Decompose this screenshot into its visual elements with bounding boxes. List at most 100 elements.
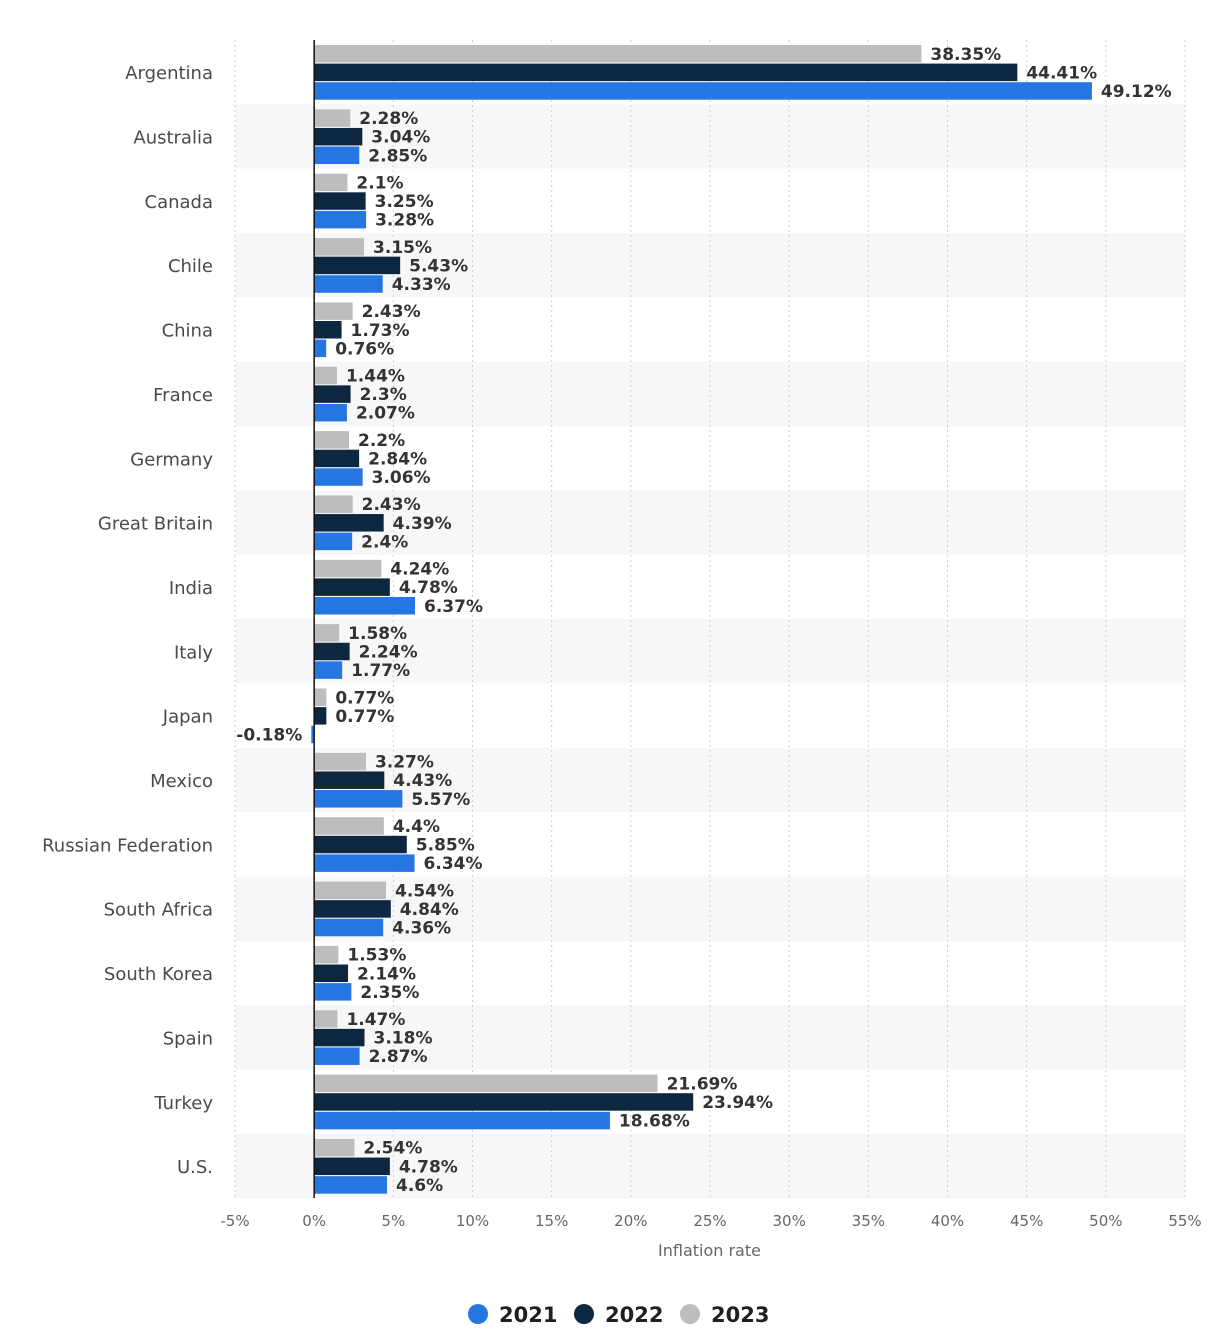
value-label: 2.84% [368,449,427,469]
bar-2021 [314,1111,610,1130]
bar-2021 [314,661,343,679]
category-label: Mexico [150,771,213,792]
category-label: Australia [133,128,213,149]
value-label: 4.43% [393,771,452,791]
category-label: Japan [162,707,213,728]
bar-2022 [314,835,407,854]
category-label: Great Britain [98,514,213,535]
category-label: U.S. [177,1157,213,1178]
bar-2023 [314,366,337,385]
x-tick-label: 50% [1089,1212,1122,1230]
value-label: 4.78% [399,1157,458,1177]
value-label: 2.07% [356,404,415,424]
value-label: 1.53% [347,946,406,966]
value-label: 3.25% [375,192,434,212]
value-label: 3.18% [374,1029,433,1049]
value-label: 5.57% [411,790,470,810]
category-label: Chile [168,256,213,277]
bar-2023 [314,624,340,642]
value-label: 49.12% [1101,82,1172,102]
bar-2022 [314,1028,365,1047]
legend-item-2022[interactable]: 2022 [574,1303,663,1327]
x-tick-label: 15% [535,1212,568,1230]
legend-item-2023[interactable]: 2023 [680,1303,769,1327]
bar-2023 [314,45,922,63]
legend: 2021 2022 2023 [468,1303,769,1327]
value-label: 1.47% [346,1010,405,1030]
bar-2021 [314,1176,387,1194]
legend-item-2021[interactable]: 2021 [468,1303,557,1327]
category-label: South Korea [104,964,213,985]
bar-2023 [314,945,339,964]
value-label: 21.69% [667,1074,738,1094]
value-label: 1.58% [348,624,407,644]
bar-2021 [314,339,327,358]
category-label: Canada [145,192,214,213]
bar-2022 [314,1093,694,1111]
bar-2022 [314,578,390,596]
value-label: 4.4% [393,817,440,837]
value-label: 2.85% [368,146,427,166]
legend-label: 2022 [605,1303,663,1327]
category-label: Spain [163,1028,213,1049]
bar-2021 [314,275,383,293]
bar-2022 [314,514,384,532]
bar-2022 [314,127,363,146]
value-label: 44.41% [1026,63,1097,83]
bar-2022 [314,63,1018,82]
value-label: 0.77% [335,707,394,727]
bar-2023 [314,431,349,449]
bar-2021 [314,146,360,165]
legend-marker [680,1304,700,1324]
value-label: 1.73% [351,321,410,341]
bar-2022 [314,707,327,725]
bar-2021 [314,403,347,422]
bar-2021 [314,854,415,872]
value-label: 2.54% [363,1139,422,1159]
bar-2021 [314,918,384,937]
category-label: South Africa [104,900,213,921]
bar-2023 [314,881,387,900]
bar-2021 [314,468,363,486]
bar-2023 [314,752,366,771]
value-labels: 38.35%44.41%49.12%2.28%3.04%2.85%2.1%3.2… [236,45,1171,1196]
bar-2021 [314,210,367,229]
value-label: -0.18% [236,725,302,745]
value-label: 2.2% [358,431,405,451]
bar-2021 [314,82,1092,100]
value-label: 2.43% [362,302,421,322]
legend-label: 2023 [711,1303,769,1327]
value-label: 5.43% [409,256,468,276]
bar-2021 [314,597,416,615]
legend-marker [574,1304,594,1324]
bar-2022 [314,449,360,468]
x-tick-label: 35% [852,1212,885,1230]
bar-2022 [314,192,366,210]
value-label: 1.44% [346,367,405,387]
value-label: 2.43% [362,495,421,515]
bar-2021 [311,725,315,744]
category-label: Turkey [153,1093,213,1114]
bar-2023 [314,559,382,578]
x-tick-label: 45% [1010,1212,1043,1230]
value-label: 3.28% [375,211,434,231]
legend-label: 2021 [499,1303,557,1327]
bar-2023 [314,495,353,513]
bar-2022 [314,771,385,789]
value-label: 4.39% [393,514,452,534]
x-tick-label: 30% [772,1212,805,1230]
value-label: 3.27% [375,753,434,773]
x-tick-label: 5% [381,1212,405,1230]
bar-2023 [314,238,365,256]
value-label: 2.28% [359,109,418,129]
value-label: 2.14% [357,964,416,984]
value-label: 4.33% [392,275,451,295]
bar-2022 [314,385,351,403]
value-label: 3.15% [373,238,432,258]
bar-2021 [314,983,352,1001]
legend-marker [468,1304,488,1324]
bar-2023 [314,173,348,192]
value-label: 6.34% [424,854,483,874]
category-label: Argentina [125,63,213,84]
bar-2023 [314,302,353,320]
